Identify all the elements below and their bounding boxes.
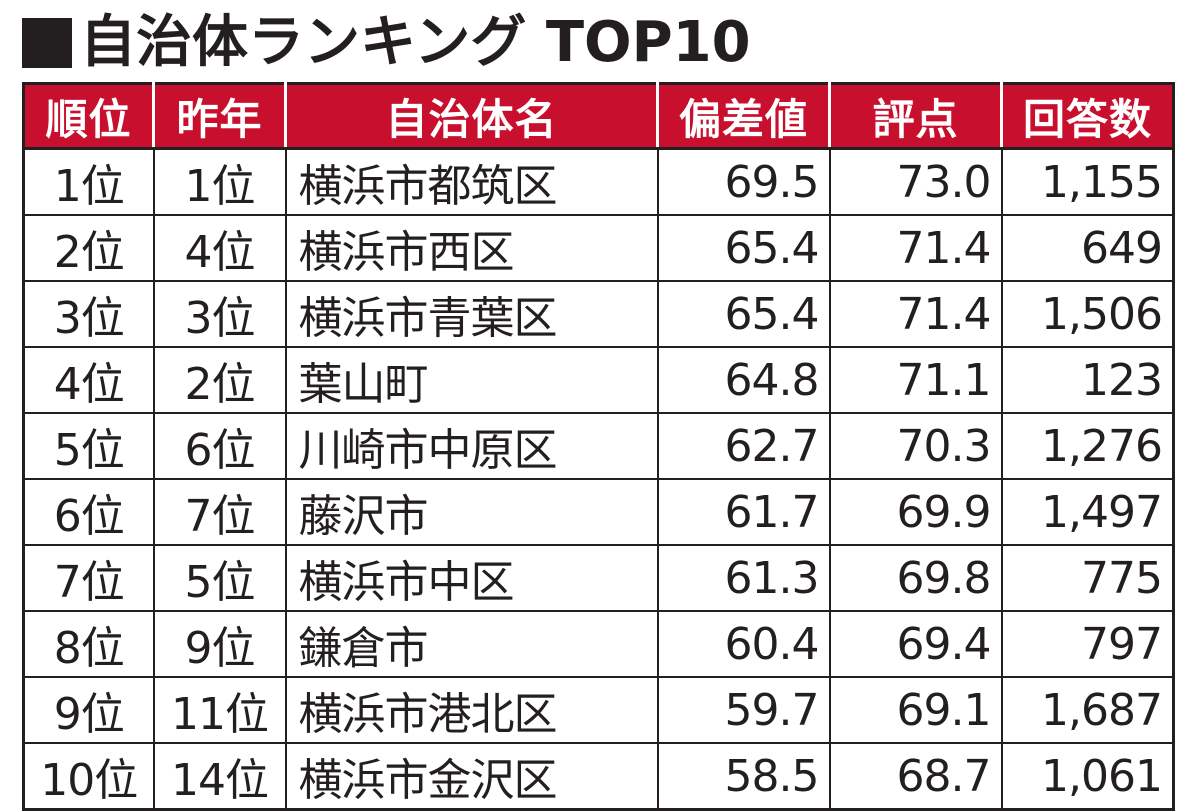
table-row: 9位 11位 横浜市港北区 59.7 69.1 1,687 [22, 676, 1175, 744]
cell-deviation: 65.4 [656, 280, 831, 348]
ranking-table: 順位 昨年 自治体名 偏差値 評点 回答数 1位 1位 横浜市都筑区 69.5 … [22, 82, 1175, 811]
header-rank: 順位 [23, 83, 155, 150]
cell-rank: 5位 [22, 412, 155, 480]
cell-score: 69.1 [828, 676, 1003, 744]
table-row: 3位 3位 横浜市青葉区 65.4 71.4 1,506 [22, 280, 1175, 348]
cell-prev-year: 9位 [152, 610, 287, 678]
page-title-text: 自治体ランキング TOP10 [80, 10, 751, 75]
table-row: 10位 14位 横浜市金沢区 58.5 68.7 1,061 [22, 742, 1175, 811]
table-row: 6位 7位 藤沢市 61.7 69.9 1,497 [22, 478, 1175, 546]
cell-responses: 1,506 [1000, 280, 1175, 348]
cell-deviation: 64.8 [656, 346, 831, 414]
cell-deviation: 69.5 [656, 147, 831, 216]
cell-responses: 775 [1000, 544, 1175, 612]
page-title: 自治体ランキング TOP10 [22, 6, 751, 80]
cell-responses: 1,061 [1000, 742, 1175, 811]
header-deviation: 偏差値 [656, 83, 831, 150]
cell-municipality: 横浜市金沢区 [284, 742, 659, 811]
square-bullet-icon [22, 18, 72, 68]
cell-municipality: 鎌倉市 [284, 610, 659, 678]
cell-municipality: 横浜市港北区 [284, 676, 659, 744]
cell-score: 69.9 [828, 478, 1003, 546]
cell-score: 71.4 [828, 214, 1003, 282]
cell-deviation: 60.4 [656, 610, 831, 678]
cell-rank: 2位 [22, 214, 155, 282]
cell-responses: 1,155 [1000, 147, 1175, 216]
cell-responses: 797 [1000, 610, 1175, 678]
cell-deviation: 65.4 [656, 214, 831, 282]
cell-rank: 3位 [22, 280, 155, 348]
header-responses: 回答数 [1000, 83, 1174, 150]
cell-prev-year: 7位 [152, 478, 287, 546]
table-row: 8位 9位 鎌倉市 60.4 69.4 797 [22, 610, 1175, 678]
cell-prev-year: 3位 [152, 280, 287, 348]
cell-municipality: 横浜市西区 [284, 214, 659, 282]
cell-deviation: 61.3 [656, 544, 831, 612]
cell-score: 69.4 [828, 610, 1003, 678]
cell-municipality: 横浜市中区 [284, 544, 659, 612]
cell-score: 68.7 [828, 742, 1003, 811]
cell-prev-year: 5位 [152, 544, 287, 612]
cell-rank: 1位 [22, 147, 155, 216]
header-prev-year: 昨年 [152, 83, 287, 150]
cell-deviation: 59.7 [656, 676, 831, 744]
cell-prev-year: 1位 [152, 147, 287, 216]
cell-responses: 649 [1000, 214, 1175, 282]
cell-prev-year: 4位 [152, 214, 287, 282]
cell-deviation: 58.5 [656, 742, 831, 811]
cell-rank: 4位 [22, 346, 155, 414]
cell-score: 71.4 [828, 280, 1003, 348]
cell-rank: 6位 [22, 478, 155, 546]
cell-rank: 9位 [22, 676, 155, 744]
cell-municipality: 横浜市都筑区 [284, 147, 659, 216]
table-row: 4位 2位 葉山町 64.8 71.1 123 [22, 346, 1175, 414]
header-score: 評点 [828, 83, 1003, 150]
table-row: 5位 6位 川崎市中原区 62.7 70.3 1,276 [22, 412, 1175, 480]
cell-score: 73.0 [828, 147, 1003, 216]
cell-score: 70.3 [828, 412, 1003, 480]
cell-prev-year: 11位 [152, 676, 287, 744]
cell-prev-year: 6位 [152, 412, 287, 480]
header-municipality: 自治体名 [284, 83, 659, 150]
cell-prev-year: 14位 [152, 742, 287, 811]
table-row: 1位 1位 横浜市都筑区 69.5 73.0 1,155 [22, 147, 1175, 216]
table-row: 2位 4位 横浜市西区 65.4 71.4 649 [22, 214, 1175, 282]
cell-responses: 1,687 [1000, 676, 1175, 744]
cell-deviation: 61.7 [656, 478, 831, 546]
table-header-row: 順位 昨年 自治体名 偏差値 評点 回答数 [23, 83, 1174, 150]
cell-responses: 1,276 [1000, 412, 1175, 480]
cell-deviation: 62.7 [656, 412, 831, 480]
cell-rank: 10位 [22, 742, 155, 811]
cell-score: 69.8 [828, 544, 1003, 612]
cell-responses: 1,497 [1000, 478, 1175, 546]
cell-municipality: 葉山町 [284, 346, 659, 414]
cell-prev-year: 2位 [152, 346, 287, 414]
cell-rank: 7位 [22, 544, 155, 612]
cell-municipality: 川崎市中原区 [284, 412, 659, 480]
table-row: 7位 5位 横浜市中区 61.3 69.8 775 [22, 544, 1175, 612]
cell-responses: 123 [1000, 346, 1175, 414]
cell-score: 71.1 [828, 346, 1003, 414]
cell-rank: 8位 [22, 610, 155, 678]
cell-municipality: 横浜市青葉区 [284, 280, 659, 348]
cell-municipality: 藤沢市 [284, 478, 659, 546]
